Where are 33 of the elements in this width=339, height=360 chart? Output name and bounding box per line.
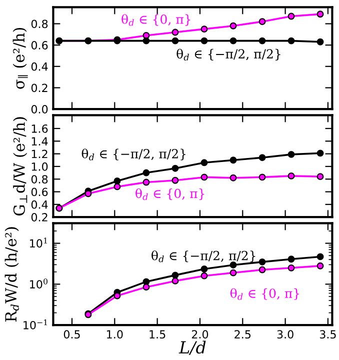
y-tick-label: 0.6 bbox=[31, 41, 48, 50]
y-tick-label: 1.4 bbox=[32, 137, 48, 146]
series-label: θ$_{d}$ ∈ {−π/2, π/2} bbox=[176, 48, 280, 60]
x-tick-label: 1.0 bbox=[107, 330, 123, 339]
y-tick-label: 0.4 bbox=[31, 200, 48, 209]
y-tick-label: 1.2 bbox=[32, 150, 48, 158]
y-tick-label: 0.8 bbox=[31, 20, 48, 28]
series-label: θ$_{d}$ ∈ {−π/2, π/2} bbox=[82, 148, 186, 160]
y-tick-label: 0.6 bbox=[31, 188, 48, 196]
x-tick-label: 3.0 bbox=[277, 330, 294, 339]
legend-label: θ$_{d}$ ∈ {0, π} bbox=[122, 14, 190, 26]
y-tick-label: 0.4 bbox=[31, 62, 48, 71]
y-tick-label: 10$^{−1}$ bbox=[24, 319, 47, 330]
x-tick-label: 3.5 bbox=[320, 330, 336, 339]
legend-label: θ$_{d}$ ∈ {0, π} bbox=[230, 288, 300, 300]
x-tick-label: 1.5 bbox=[150, 330, 166, 339]
series-label: θ$_{d}$ ∈ {−π/2, π/2} bbox=[152, 250, 256, 262]
y-axis-title: σ$_{∥}$ (e²/h) bbox=[12, 28, 28, 89]
y-tick-label: 0.0 bbox=[31, 105, 48, 114]
series-label: θ$_{d}$ ∈ {0, π} bbox=[136, 188, 204, 200]
y-tick-label: 1.0 bbox=[32, 162, 48, 171]
x-axis-title: L/d bbox=[178, 340, 206, 355]
y-axis-title: G$_{⊥}$d/W (e²/h) bbox=[13, 117, 28, 216]
y-tick-label: 10$^{0}$ bbox=[30, 278, 48, 288]
y-tick-label: 1.6 bbox=[32, 124, 48, 133]
y-tick-label: 0.2 bbox=[31, 213, 48, 222]
x-tick-label: 2.5 bbox=[234, 330, 250, 339]
y-tick-label: 10$^{1}$ bbox=[30, 238, 47, 248]
x-tick-label: 0.5 bbox=[64, 330, 80, 339]
y-tick-label: 0.2 bbox=[31, 84, 48, 92]
y-tick-label: 0.8 bbox=[31, 175, 48, 184]
y-axis-title: R$_{d}$W/d (h/e²) bbox=[4, 227, 19, 322]
x-tick-label: 2.0 bbox=[192, 330, 208, 339]
